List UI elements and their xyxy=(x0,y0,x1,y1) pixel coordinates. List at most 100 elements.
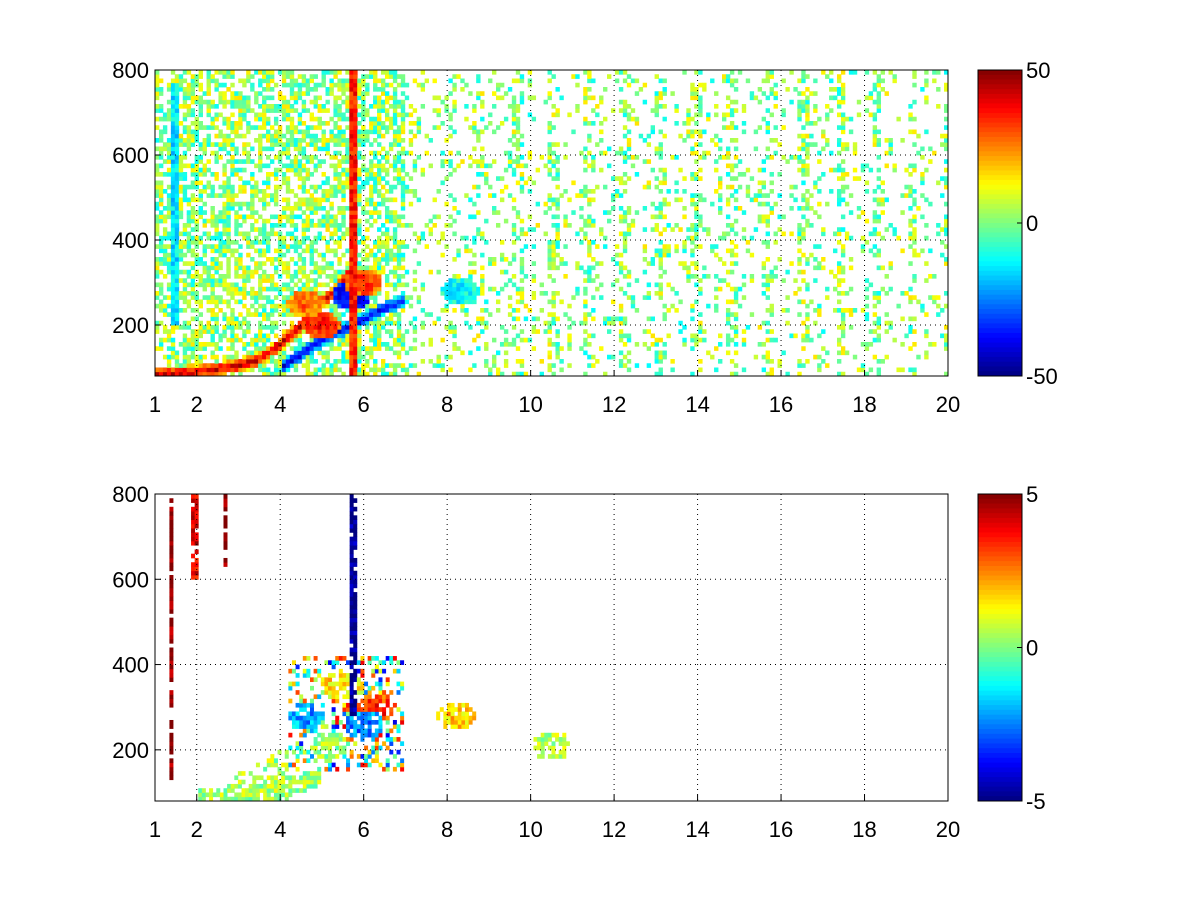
heatmap-cell xyxy=(690,303,695,309)
heatmap-cell xyxy=(396,74,402,79)
heatmap-cell xyxy=(492,286,497,292)
heatmap-cell xyxy=(301,180,307,186)
heatmap-cell xyxy=(277,235,283,241)
heatmap-cell xyxy=(765,108,770,113)
heatmap-cell xyxy=(345,108,350,113)
heatmap-cell xyxy=(210,125,215,130)
heatmap-cell xyxy=(658,78,663,84)
heatmap-cell xyxy=(381,303,386,309)
heatmap-cell xyxy=(230,320,235,326)
heatmap-cell xyxy=(182,320,188,326)
heatmap-cell xyxy=(920,248,925,254)
heatmap-cell xyxy=(741,282,747,288)
heatmap-cell xyxy=(519,142,525,147)
heatmap-cell xyxy=(718,184,723,190)
heatmap-cell xyxy=(384,274,390,279)
heatmap-cell xyxy=(733,206,739,211)
heatmap-cell xyxy=(190,197,196,203)
heatmap-cell xyxy=(155,291,160,296)
heatmap-cell xyxy=(710,244,715,249)
heatmap-cell xyxy=(872,252,878,258)
heatmap-cell xyxy=(202,150,207,156)
heatmap-cell xyxy=(305,354,311,360)
heatmap-cell xyxy=(797,206,802,211)
heatmap-cell xyxy=(333,223,338,228)
heatmap-cell xyxy=(622,316,628,322)
heatmap-cell xyxy=(190,180,196,186)
heatmap-cell xyxy=(301,316,307,322)
heatmap-cell xyxy=(872,218,878,224)
heatmap-cell xyxy=(690,87,695,92)
heatmap-cell xyxy=(333,133,338,139)
heatmap-cell xyxy=(642,342,648,347)
heatmap-cell xyxy=(595,274,600,279)
heatmap-cell xyxy=(214,133,219,139)
heatmap-cell xyxy=(595,104,600,109)
heatmap-cell xyxy=(769,210,774,215)
heatmap-cell xyxy=(230,291,235,296)
heatmap-cell xyxy=(194,155,200,160)
heatmap-cell xyxy=(587,87,592,92)
heatmap-cell xyxy=(801,142,806,147)
heatmap-cell xyxy=(230,125,235,130)
heatmap-cell xyxy=(567,197,572,203)
heatmap-cell xyxy=(833,308,838,313)
heatmap-cell xyxy=(206,193,211,198)
heatmap-cell xyxy=(432,108,437,113)
heatmap-cell xyxy=(507,342,513,347)
heatmap-cell xyxy=(515,316,521,322)
heatmap-cell xyxy=(753,146,759,152)
heatmap-cell xyxy=(416,82,422,88)
heatmap-cell xyxy=(242,235,247,241)
heatmap-cell xyxy=(527,214,533,220)
heatmap-cell xyxy=(440,121,445,126)
heatmap-cell xyxy=(321,269,326,275)
heatmap-cell xyxy=(174,142,180,147)
heatmap-cell xyxy=(262,367,267,373)
heatmap-cell xyxy=(595,184,600,190)
heatmap-cell xyxy=(333,95,338,101)
heatmap-cell xyxy=(464,82,469,88)
heatmap-cell xyxy=(206,235,211,241)
heatmap-cell xyxy=(293,193,299,198)
heatmap-cell xyxy=(353,218,358,224)
heatmap-cell xyxy=(599,129,604,135)
heatmap-cell xyxy=(337,70,342,75)
heatmap-cell xyxy=(888,223,893,228)
heatmap-cell xyxy=(321,146,326,152)
heatmap-cell xyxy=(277,159,283,164)
heatmap-cell xyxy=(325,261,330,266)
heatmap-cell xyxy=(718,342,723,347)
heatmap-cell xyxy=(741,172,747,177)
heatmap-cell xyxy=(904,193,909,198)
heatmap-cell xyxy=(436,189,441,194)
heatmap-cell xyxy=(460,78,465,84)
heatmap-cell xyxy=(349,371,354,377)
heatmap-cell xyxy=(190,167,196,173)
heatmap-cell xyxy=(230,367,235,373)
heatmap-cell xyxy=(610,108,616,113)
heatmap-cell xyxy=(499,82,505,88)
heatmap-cell xyxy=(452,325,457,330)
heatmap-cell xyxy=(297,325,303,330)
heatmap-cell xyxy=(396,180,402,186)
heatmap-cell xyxy=(373,371,378,377)
heatmap-cell xyxy=(285,108,291,113)
heatmap-cell xyxy=(523,316,529,322)
heatmap-cell xyxy=(452,333,457,339)
heatmap-cell xyxy=(725,350,731,356)
heatmap-cell xyxy=(511,133,517,139)
heatmap-cell xyxy=(622,354,628,360)
heatmap-cell xyxy=(519,286,525,292)
heatmap-cell xyxy=(690,133,695,139)
heatmap-cell xyxy=(174,299,180,305)
heatmap-cell xyxy=(353,257,358,262)
heatmap-cell xyxy=(357,133,362,139)
heatmap-cell xyxy=(202,261,207,266)
heatmap-cell xyxy=(817,201,822,207)
heatmap-cell xyxy=(626,231,632,237)
heatmap-cell xyxy=(178,214,184,220)
heatmap-cell xyxy=(353,91,358,96)
heatmap-cell xyxy=(373,99,378,105)
heatmap-cell xyxy=(860,308,866,313)
